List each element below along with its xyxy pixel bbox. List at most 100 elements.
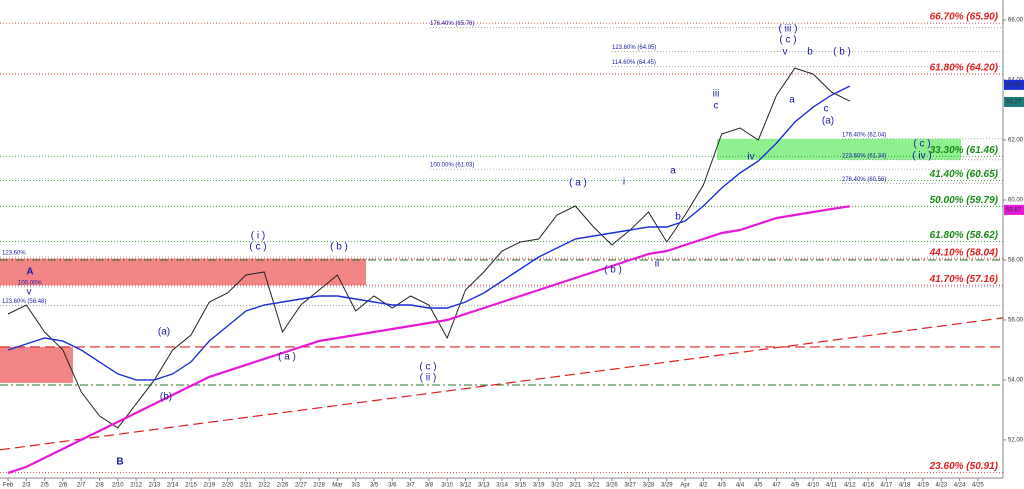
x-tick-label: 3/19 [533, 483, 545, 489]
x-tick-label: 3/10 [441, 483, 453, 489]
x-tick-label: 2/8 [95, 483, 104, 489]
ext-label: 176.40% (62.04) [842, 132, 886, 138]
x-tick-label: 4/2 [699, 483, 708, 489]
series-line [7, 67, 851, 429]
x-tick-label: 3/28 [643, 483, 655, 489]
ext-label: 223.60% (61.34) [842, 153, 886, 159]
wave-label: iii [713, 89, 720, 100]
price-tag-label: 63.84 [1006, 82, 1022, 88]
wave-label: ii [655, 259, 659, 270]
x-tick-label: 4/5 [754, 483, 763, 489]
wave-label: a [789, 95, 795, 106]
x-tick-label: 4/7 [772, 483, 781, 489]
wave-label: c [714, 101, 719, 112]
x-tick-label: 2/19 [203, 483, 215, 489]
wave-label: ( a ) [278, 352, 296, 363]
wave-label: B [116, 457, 123, 468]
fib-label: 61.80% (64.20) [930, 63, 999, 74]
ext-label: 276.40% (60.56) [842, 177, 886, 183]
y-tick-label: 58.00 [1008, 258, 1024, 264]
x-tick-label: 3/3 [352, 483, 361, 489]
ext-label: 123.60% (64.95) [612, 45, 656, 51]
x-tick-label: 3/22 [588, 483, 600, 489]
wave-label: (a) [822, 116, 834, 127]
x-tick-label: 2/10 [112, 483, 124, 489]
series-line [7, 205, 850, 474]
wave-label: ( b ) [330, 242, 348, 253]
fib-label: 61.80% (58.62) [930, 230, 999, 241]
y-tick-label: 62.00 [1008, 138, 1024, 144]
price-tag-label: 63.27 [1006, 100, 1022, 106]
x-tick-label: 2/26 [277, 483, 289, 489]
wave-label: ( b ) [604, 265, 622, 276]
wave-label: ( ii ) [420, 373, 437, 384]
x-tick-label: 3/8 [425, 483, 434, 489]
x-tick-label: 4/3 [718, 483, 727, 489]
x-tick-label: 4/24 [954, 483, 966, 489]
x-tick-label: Mar [332, 483, 342, 489]
x-tick-label: 2/27 [295, 483, 307, 489]
wave-label: ( a ) [569, 178, 587, 189]
x-tick-label: 2/21 [240, 483, 252, 489]
wave-label: (b) [160, 392, 172, 403]
x-tick-label: 3/5 [370, 483, 379, 489]
fib-label: 41.70% (57.16) [929, 274, 999, 285]
wave-label: iv [747, 152, 754, 163]
wave-label: ( c ) [419, 362, 436, 373]
ext-label: 114.60% (64.45) [612, 60, 656, 66]
x-tick-label: 3/12 [460, 483, 472, 489]
x-tick-label: 4/10 [807, 483, 819, 489]
wave-label: A [26, 267, 33, 278]
series-line [7, 85, 851, 381]
y-tick-label: 52.00 [1008, 437, 1024, 443]
x-tick-label: 3/29 [661, 483, 673, 489]
x-tick-label: 2/7 [77, 483, 86, 489]
x-tick-label: 2/5 [40, 483, 49, 489]
ext-label: 100.00% (61.03) [430, 163, 474, 169]
x-tick-label: 3/21 [569, 483, 581, 489]
ext-label: 176.40% (65.76) [430, 21, 474, 27]
x-tick-label: 4/12 [844, 483, 856, 489]
wave-label: b [675, 212, 681, 223]
trendline [0, 317, 1004, 451]
wave-label: v [783, 47, 788, 58]
x-tick-label: 3/14 [496, 483, 508, 489]
x-tick-label: 3/13 [478, 483, 490, 489]
x-tick-label: Feb [3, 483, 14, 489]
x-tick-label: 4/11 [826, 483, 838, 489]
wave-label: ( iii ) [779, 24, 798, 35]
price-tag [1004, 96, 1024, 107]
x-tick-label: 2/20 [222, 483, 234, 489]
y-tick-label: 54.00 [1008, 378, 1024, 384]
fib-label: 66.70% (65.90) [930, 12, 999, 23]
y-tick-label: 66.00 [1008, 18, 1024, 24]
wave-label: v [27, 287, 32, 298]
fib-label: 23.60% (50.91) [929, 461, 999, 472]
x-tick-label: 2/6 [59, 483, 68, 489]
ext-label: 123.60% (56.48) [2, 299, 46, 305]
fib-label: 50.00% (59.79) [930, 195, 999, 206]
wave-label: b [807, 47, 813, 58]
wave-label: i [623, 177, 625, 188]
x-tick-label: 4/17 [881, 483, 893, 489]
wave-label: ( b ) [833, 47, 851, 58]
y-tick-label: 56.00 [1008, 318, 1024, 324]
x-tick-label: 4/25 [972, 483, 984, 489]
x-tick-label: 3/15 [515, 483, 527, 489]
y-tick-label: 60.00 [1008, 198, 1024, 204]
wave-label: ( c ) [779, 35, 796, 46]
x-tick-label: 3/26 [606, 483, 618, 489]
zone [0, 346, 73, 383]
price-tag [1004, 204, 1024, 215]
x-tick-label: 4/4 [736, 483, 745, 489]
x-tick-label: 3/27 [624, 483, 636, 489]
wave-label: (a) [158, 327, 170, 338]
x-tick-label: 2/14 [167, 483, 179, 489]
fib-label: 44.10% (58.04) [929, 247, 999, 258]
x-tick-label: 3/6 [388, 483, 397, 489]
x-tick-label: 2/22 [258, 483, 270, 489]
ext-label: 100.00% [18, 281, 42, 287]
price-tag [1004, 79, 1024, 90]
